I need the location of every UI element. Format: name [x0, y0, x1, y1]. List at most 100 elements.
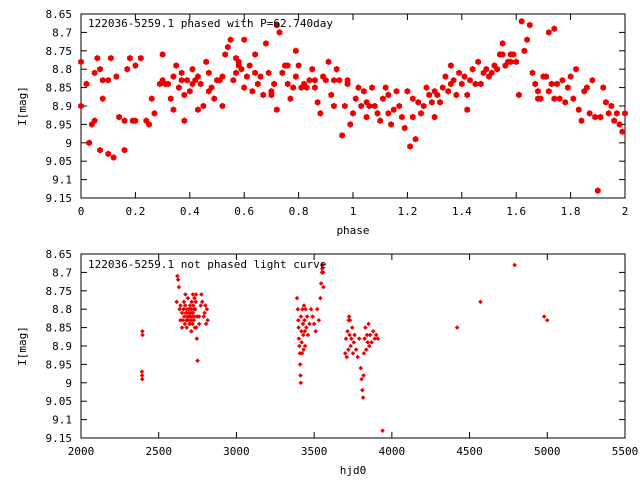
unphased-plot-data-point-85 [301, 303, 307, 308]
unphased-plot-data-point-41 [192, 314, 197, 319]
unphased-plot-data-point-110 [345, 328, 350, 334]
phased-plot-data-point-4 [91, 117, 98, 125]
phased-plot-data-point-119 [399, 113, 405, 121]
phased-plot-data-point-231 [99, 95, 106, 102]
unphased-plot-points [139, 262, 550, 433]
unphased-plot-data-point-17 [182, 303, 188, 308]
phased-plot-data-point-72 [273, 106, 280, 113]
phased-plot-data-point-56 [233, 69, 239, 77]
unphased-plot-data-point-18 [183, 292, 188, 297]
phased-plot-data-point-86 [309, 65, 316, 73]
phased-plot-data-point-173 [545, 87, 552, 95]
phased-plot-data-point-176 [554, 80, 560, 88]
unphased-plot-data-point-27 [186, 306, 192, 312]
phased-plot-data-point-89 [317, 110, 324, 117]
phased-plot-points [78, 18, 628, 194]
phased-plot-data-point-123 [409, 113, 416, 121]
unphased-plot-panel: 2000 2500 3000 3500 4000 4500 5000 5500 8.65 8.7 8… [16, 248, 638, 477]
phased-plot-panel: 0 0.2 0.4 0.6 0.8 1 1.2 1.4 1.6 1.8 2 8.65 8.7 8.75 8.… [16, 8, 628, 237]
phased-plot-xtick-label-3: 0.6 [234, 205, 254, 218]
unphased-plot-data-point-54 [202, 310, 207, 316]
phased-plot-data-point-55 [230, 76, 237, 84]
phased-plot-data-point-66 [257, 73, 264, 80]
phased-plot-data-point-182 [570, 95, 577, 102]
unphased-plot-data-point-44 [193, 299, 199, 305]
phased-plot-data-point-32 [173, 62, 180, 69]
unphased-plot-data-point-116 [348, 343, 353, 349]
unphased-plot-data-point-38 [190, 303, 196, 308]
unphased-plot-data-point-32 [188, 317, 194, 323]
unphased-plot-data-point-35 [189, 314, 195, 319]
phased-plot-data-point-203 [545, 29, 552, 36]
unphased-plot-data-point-45 [193, 292, 199, 297]
unphased-plot-data-point-50 [196, 314, 202, 319]
phased-plot-data-point-108 [369, 84, 375, 91]
phased-plot-data-point-121 [404, 87, 411, 95]
unphased-plot-title: 122036-5259.1 not phased light curve [88, 258, 326, 271]
phased-plot-data-point-109 [371, 102, 378, 110]
phased-plot-data-point-229 [97, 65, 103, 73]
phased-plot-data-point-7 [97, 146, 103, 154]
phased-plot-data-point-154 [494, 65, 501, 73]
unphased-plot-data-point-148 [541, 314, 547, 319]
phased-plot-data-point-85 [306, 76, 313, 84]
phased-plot-data-point-21 [132, 62, 139, 69]
unphased-plot-xtick-label-2: 3000 [223, 445, 250, 458]
unphased-plot-xtick-label-1: 2500 [145, 445, 172, 458]
phased-plot-ytick-label-4: 8.85 [46, 82, 73, 95]
phased-plot-data-point-77 [284, 80, 291, 88]
unphased-plot-data-point-4 [139, 376, 145, 382]
phased-plot-data-point-169 [535, 87, 541, 95]
unphased-plot-data-point-55 [203, 303, 208, 308]
unphased-plot-data-point-0 [140, 328, 145, 334]
unphased-plot-data-point-33 [189, 306, 194, 312]
unphased-plot-data-point-49 [195, 358, 200, 364]
phased-plot-ytick-label-0: 8.65 [46, 8, 73, 21]
phased-plot-data-point-228 [148, 95, 155, 102]
phased-plot-data-point-152 [488, 69, 495, 77]
unphased-plot-ticks: 2000 2500 3000 3500 4000 4500 5000 5500 8.65 8.7 8… [46, 248, 639, 458]
phased-plot-ytick-label-1: 8.7 [52, 26, 72, 39]
phased-plot-data-point-48 [211, 95, 218, 102]
phased-plot-data-point-31 [170, 73, 177, 80]
phased-plot-data-point-110 [374, 110, 381, 117]
unphased-plot-data-point-124 [356, 336, 362, 341]
phased-plot-data-point-67 [260, 91, 267, 99]
phased-plot-data-point-192 [597, 113, 604, 121]
phased-plot-data-point-174 [548, 80, 555, 88]
unphased-plot-data-point-141 [372, 336, 378, 341]
phased-plot-data-point-117 [393, 87, 400, 95]
unphased-plot-data-point-53 [201, 314, 207, 319]
phased-plot-data-point-9 [105, 150, 112, 158]
phased-plot-data-point-224 [189, 65, 196, 73]
phased-plot-data-point-42 [195, 106, 201, 113]
unphased-plot-data-point-56 [203, 321, 209, 327]
unphased-plot-data-point-76 [298, 380, 304, 386]
unphased-plot-data-point-140 [370, 328, 376, 334]
phased-plot-xlabel: phase [336, 224, 369, 237]
unphased-plot-data-point-82 [300, 321, 306, 327]
unphased-plot-data-point-21 [184, 325, 189, 330]
phased-plot-ticks: 0 0.2 0.4 0.6 0.8 1 1.2 1.4 1.6 1.8 2 8.65 8.7 8.75 8.… [46, 8, 629, 218]
phased-plot-data-point-210 [409, 95, 416, 102]
unphased-plot-data-point-132 [363, 325, 368, 330]
unphased-plot-data-point-8 [174, 299, 179, 305]
unphased-plot-data-point-95 [310, 314, 315, 319]
unphased-plot-data-point-128 [360, 395, 366, 400]
phased-plot-data-point-75 [279, 69, 286, 77]
phased-plot-data-point-45 [203, 58, 209, 66]
phased-plot-data-point-133 [437, 99, 443, 106]
phased-plot-data-point-194 [603, 99, 609, 106]
unphased-plot-data-point-87 [302, 328, 308, 334]
unphased-plot-data-point-70 [296, 325, 301, 330]
unphased-plot-xtick-label-5: 4500 [456, 445, 483, 458]
phased-plot-data-point-146 [472, 80, 479, 88]
unphased-plot-data-point-105 [320, 270, 326, 275]
phased-plot-data-point-64 [252, 69, 258, 77]
unphased-plot-data-point-119 [350, 351, 356, 356]
unphased-plot-data-point-23 [185, 314, 190, 319]
phased-plot-data-point-65 [254, 80, 261, 88]
phased-plot-data-point-225 [178, 69, 185, 77]
unphased-plot-data-point-98 [314, 306, 320, 312]
unphased-plot-data-point-149 [544, 317, 550, 323]
